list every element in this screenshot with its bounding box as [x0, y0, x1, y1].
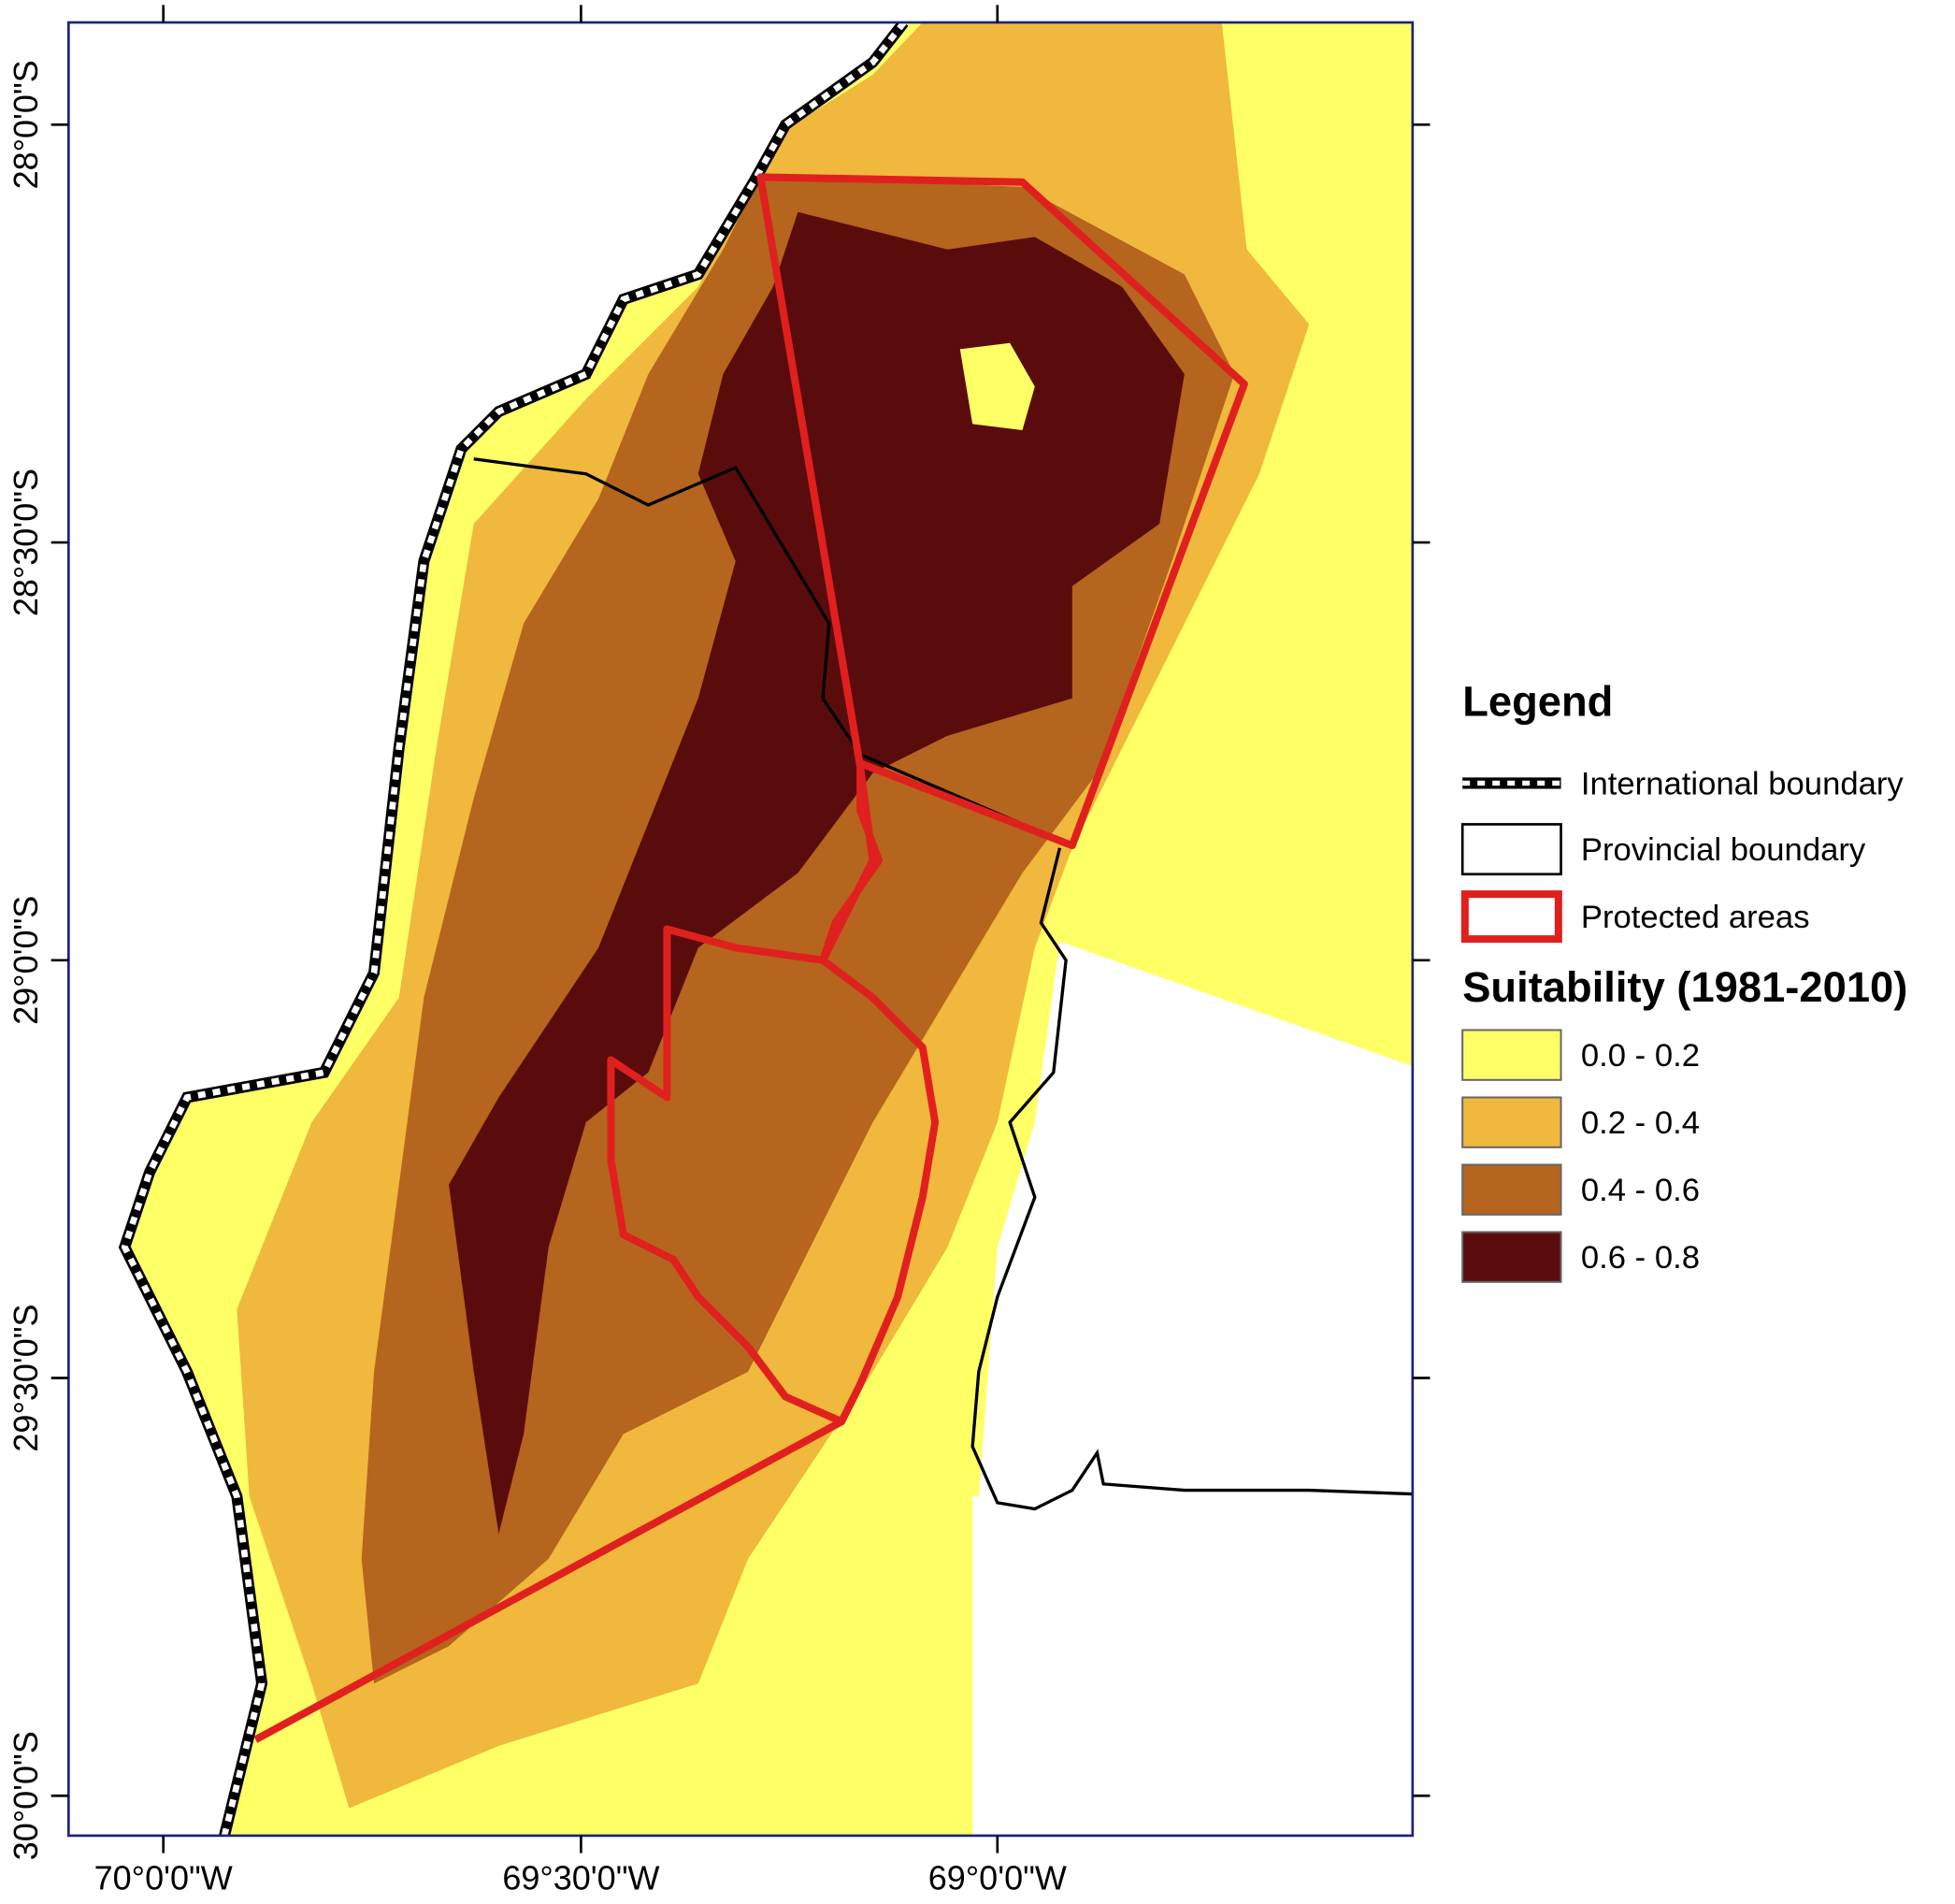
suitability-0.2-0.4-patch — [959, 342, 1035, 431]
x-tick-label: 70°0'0"W — [94, 1858, 233, 1897]
legend-subtitle: Suitability (1981-2010) — [1462, 963, 1907, 1011]
suitability-0.6-0.8 — [449, 211, 1185, 1535]
provincial-boundary — [970, 847, 1413, 1511]
legend-symbol — [1460, 890, 1562, 944]
legend-swatch — [1461, 1029, 1562, 1081]
legend-title: Legend — [1462, 677, 1613, 725]
x-tick-label: 69°0'0"W — [928, 1858, 1067, 1897]
y-tick-label: 28°30'0"S — [7, 469, 45, 616]
legend-label: International boundary — [1581, 766, 1905, 801]
legend-label: 0.6 - 0.8 — [1581, 1240, 1700, 1276]
map-frame — [67, 21, 1415, 1838]
protected-area-south — [253, 1418, 844, 1743]
international-boundary-dash — [121, 22, 907, 1836]
legend: Legend International boundary Provincial b… — [1460, 677, 1907, 1283]
axes: 70°0'0"W 69°30'0"W 69°0'0"W 28°0'0"S 28°30'0… — [7, 5, 1430, 1897]
legend-swatch — [1461, 1231, 1562, 1283]
protected-area — [607, 173, 1248, 1426]
legend-label: Provincial boundary — [1581, 832, 1866, 868]
legend-label: 0.4 - 0.6 — [1581, 1173, 1700, 1208]
y-tick-label: 29°30'0"S — [7, 1304, 45, 1451]
legend-label: Protected areas — [1581, 900, 1810, 935]
legend-swatch — [1461, 1163, 1562, 1216]
legend-symbol — [1460, 823, 1562, 876]
legend-label: 0.0 - 0.2 — [1581, 1038, 1700, 1074]
no-data — [978, 941, 1413, 1836]
legend-swatch — [1461, 1096, 1562, 1148]
y-tick-label: 30°0'0"S — [7, 1731, 45, 1860]
x-tick-label: 69°30'0"W — [502, 1858, 659, 1897]
y-tick-label: 28°0'0"S — [7, 60, 45, 189]
legend-label: 0.2 - 0.4 — [1581, 1105, 1700, 1141]
y-tick-label: 29°0'0"S — [7, 896, 45, 1025]
